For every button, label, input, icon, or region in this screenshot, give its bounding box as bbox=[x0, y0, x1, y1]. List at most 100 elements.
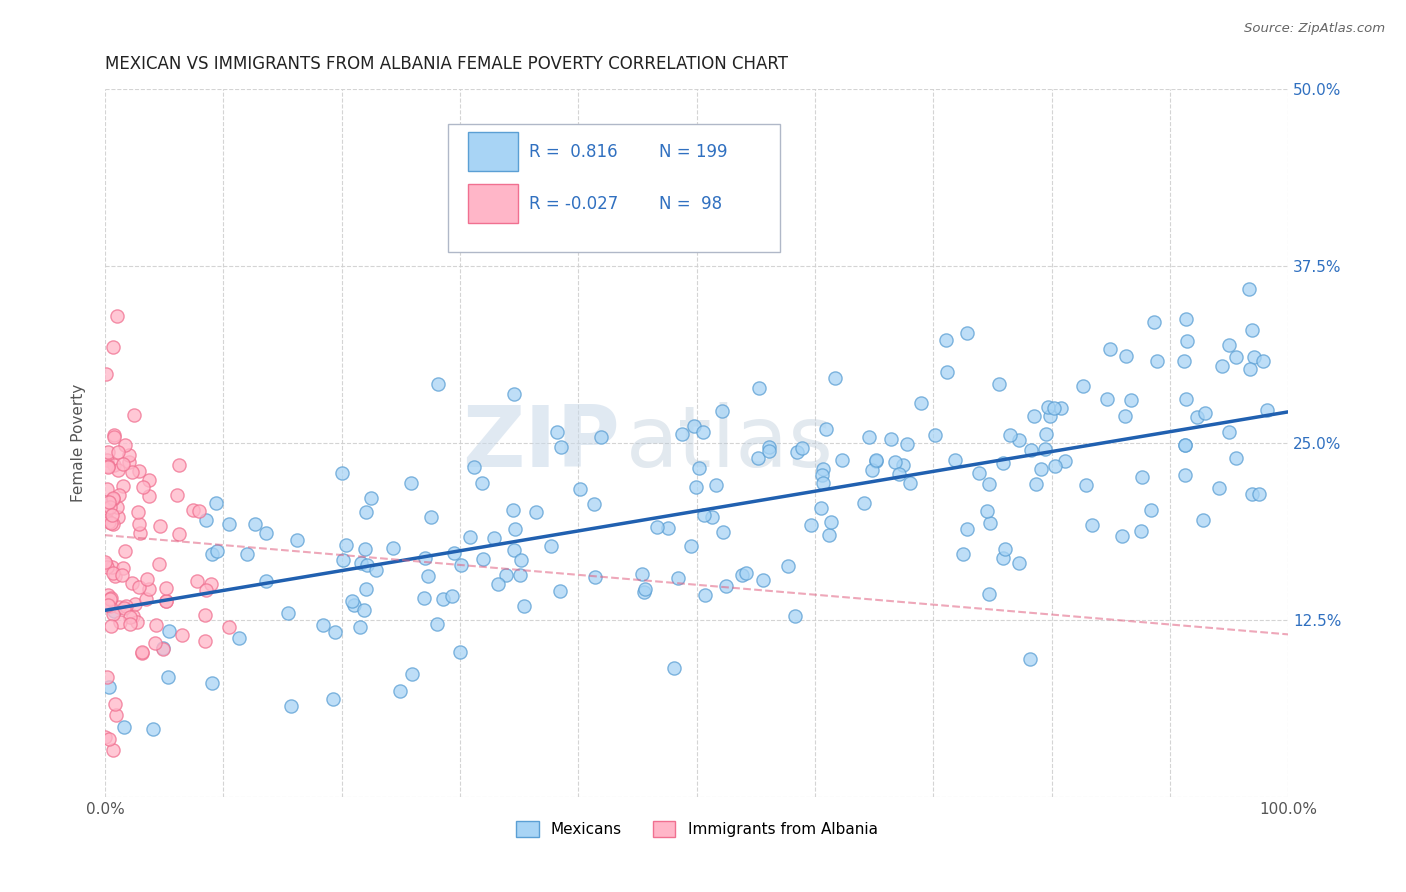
Point bbox=[100, 591, 122, 605]
Point bbox=[107, 463, 129, 477]
Point bbox=[884, 455, 907, 469]
Point bbox=[935, 333, 957, 347]
Point bbox=[111, 479, 134, 493]
Point bbox=[419, 510, 441, 524]
Point bbox=[1177, 334, 1199, 348]
Point bbox=[128, 580, 150, 594]
Point bbox=[101, 560, 124, 574]
Text: R = -0.027: R = -0.027 bbox=[529, 194, 617, 212]
Point bbox=[98, 516, 121, 530]
Point bbox=[236, 547, 259, 561]
Point bbox=[860, 463, 883, 477]
Point bbox=[505, 522, 527, 536]
Point bbox=[138, 489, 160, 503]
Point bbox=[124, 408, 146, 422]
Point bbox=[413, 551, 436, 566]
Point bbox=[688, 460, 710, 475]
Point bbox=[449, 645, 471, 659]
Point bbox=[181, 503, 204, 517]
Point bbox=[103, 428, 125, 442]
Point bbox=[188, 504, 211, 518]
Point bbox=[1240, 323, 1263, 337]
Point bbox=[107, 444, 129, 458]
Point bbox=[110, 615, 132, 630]
Point bbox=[388, 684, 411, 698]
Point bbox=[94, 511, 117, 525]
Point bbox=[713, 524, 735, 539]
Point bbox=[98, 599, 121, 613]
Point bbox=[1243, 350, 1265, 364]
Point bbox=[200, 675, 222, 690]
Point bbox=[1140, 503, 1163, 517]
Point bbox=[818, 528, 841, 542]
Point bbox=[495, 567, 517, 582]
Point bbox=[979, 516, 1001, 530]
Point bbox=[104, 568, 127, 582]
Point bbox=[1129, 524, 1152, 539]
Point bbox=[97, 445, 120, 459]
Point bbox=[101, 566, 124, 580]
Point bbox=[107, 600, 129, 615]
Point bbox=[103, 491, 125, 506]
Point bbox=[342, 599, 364, 613]
Point bbox=[127, 505, 149, 519]
Point bbox=[1225, 350, 1247, 364]
Point bbox=[633, 584, 655, 599]
Text: Source: ZipAtlas.com: Source: ZipAtlas.com bbox=[1244, 22, 1385, 36]
Point bbox=[811, 475, 834, 490]
Point bbox=[550, 440, 572, 454]
Point bbox=[105, 310, 128, 324]
Point bbox=[142, 722, 165, 736]
Point bbox=[205, 544, 228, 558]
Point bbox=[105, 500, 128, 514]
Point bbox=[1146, 354, 1168, 368]
Point bbox=[735, 566, 758, 580]
Point bbox=[112, 600, 135, 615]
Point bbox=[155, 594, 177, 608]
Point bbox=[1025, 477, 1047, 491]
Point bbox=[166, 488, 188, 502]
Point bbox=[167, 527, 190, 541]
Point bbox=[311, 618, 333, 632]
Point bbox=[96, 501, 118, 516]
Point bbox=[880, 432, 903, 446]
Point bbox=[666, 571, 689, 585]
Point bbox=[132, 479, 155, 493]
Point bbox=[167, 458, 190, 472]
Point bbox=[194, 633, 217, 648]
Point bbox=[103, 517, 125, 532]
Point bbox=[790, 441, 813, 455]
Point bbox=[218, 517, 240, 532]
Legend: Mexicans, Immigrants from Albania: Mexicans, Immigrants from Albania bbox=[509, 814, 884, 843]
Point bbox=[1039, 409, 1062, 423]
Point bbox=[94, 730, 117, 744]
Point bbox=[671, 426, 693, 441]
Point bbox=[472, 552, 495, 566]
Point bbox=[1173, 354, 1195, 368]
Point bbox=[1218, 338, 1240, 352]
Point bbox=[157, 624, 180, 638]
Point bbox=[548, 583, 571, 598]
Point bbox=[813, 462, 835, 476]
Point bbox=[285, 533, 308, 547]
Point bbox=[936, 365, 959, 379]
Point bbox=[630, 566, 652, 581]
Point bbox=[416, 568, 439, 582]
Point bbox=[831, 453, 853, 467]
Point bbox=[148, 557, 170, 571]
Point bbox=[943, 453, 966, 467]
Point bbox=[471, 475, 494, 490]
Point bbox=[714, 579, 737, 593]
Point bbox=[814, 422, 837, 436]
Point bbox=[96, 459, 118, 474]
Point bbox=[458, 530, 481, 544]
Point bbox=[136, 572, 159, 586]
Point bbox=[1174, 438, 1197, 452]
Point bbox=[502, 542, 524, 557]
Point bbox=[1074, 477, 1097, 491]
Point bbox=[143, 635, 166, 649]
Point bbox=[824, 371, 846, 385]
Point bbox=[100, 516, 122, 530]
Point bbox=[583, 569, 606, 583]
Point bbox=[353, 542, 375, 557]
